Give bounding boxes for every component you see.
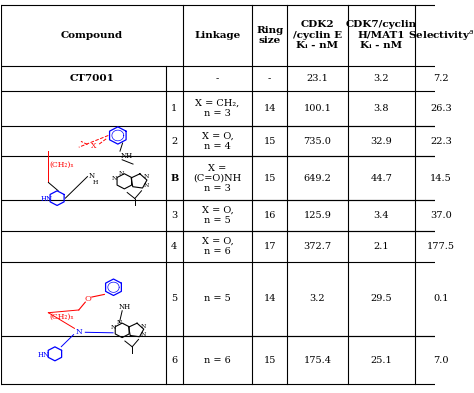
Text: 100.1: 100.1 bbox=[303, 104, 331, 113]
Text: N: N bbox=[144, 183, 149, 188]
Text: 735.0: 735.0 bbox=[303, 137, 331, 146]
Text: 5: 5 bbox=[171, 294, 177, 303]
Text: 22.3: 22.3 bbox=[430, 137, 452, 146]
Text: 25.1: 25.1 bbox=[371, 356, 392, 365]
Text: 23.1: 23.1 bbox=[307, 74, 328, 83]
Text: (CH₂)ₙ: (CH₂)ₙ bbox=[49, 161, 74, 169]
Text: 2: 2 bbox=[171, 137, 177, 146]
Text: 3.4: 3.4 bbox=[374, 211, 389, 220]
Text: 372.7: 372.7 bbox=[303, 242, 331, 251]
Text: X = O,
n = 6: X = O, n = 6 bbox=[202, 237, 234, 256]
Text: X = O,
n = 5: X = O, n = 5 bbox=[202, 206, 234, 226]
Text: Linkage: Linkage bbox=[194, 31, 241, 40]
Text: N: N bbox=[140, 332, 146, 337]
Text: 17: 17 bbox=[264, 242, 276, 251]
Text: NH: NH bbox=[118, 303, 130, 311]
Text: N: N bbox=[119, 171, 124, 176]
Text: X =
(C=O)NH
n = 3: X = (C=O)NH n = 3 bbox=[193, 163, 242, 193]
Text: 2.1: 2.1 bbox=[374, 242, 389, 251]
Text: NH: NH bbox=[120, 152, 133, 160]
Text: H: H bbox=[92, 180, 98, 185]
Text: (CH₂)ₙ: (CH₂)ₙ bbox=[49, 312, 74, 321]
Text: n = 5: n = 5 bbox=[204, 294, 231, 303]
Text: N: N bbox=[75, 328, 82, 336]
Text: -: - bbox=[268, 74, 271, 83]
Text: 7.2: 7.2 bbox=[433, 74, 449, 83]
Text: 7.0: 7.0 bbox=[433, 356, 449, 365]
Text: 177.5: 177.5 bbox=[427, 242, 455, 251]
Text: N: N bbox=[140, 324, 146, 329]
Text: B: B bbox=[170, 174, 178, 183]
Text: 649.2: 649.2 bbox=[303, 174, 331, 183]
Text: O: O bbox=[84, 295, 91, 303]
Text: 125.9: 125.9 bbox=[303, 211, 331, 220]
Text: X = O,
n = 4: X = O, n = 4 bbox=[202, 131, 234, 151]
Text: N: N bbox=[117, 320, 122, 325]
Text: 37.0: 37.0 bbox=[430, 211, 452, 220]
Text: 0.1: 0.1 bbox=[433, 294, 449, 303]
Text: 1: 1 bbox=[171, 104, 177, 113]
Text: 15: 15 bbox=[264, 174, 276, 183]
Text: CDK7/cyclin
H/MAT1
Kᵢ - nM: CDK7/cyclin H/MAT1 Kᵢ - nM bbox=[346, 20, 417, 50]
Text: X = CH₂,
n = 3: X = CH₂, n = 3 bbox=[195, 99, 240, 118]
Text: X: X bbox=[91, 142, 97, 150]
Text: 29.5: 29.5 bbox=[371, 294, 392, 303]
Text: 26.3: 26.3 bbox=[430, 104, 452, 113]
Text: 3.2: 3.2 bbox=[310, 294, 325, 303]
Text: HN: HN bbox=[40, 195, 52, 203]
Text: Selectivity$^a$: Selectivity$^a$ bbox=[408, 28, 474, 42]
Text: CDK2
/cyclin E
Kᵢ - nM: CDK2 /cyclin E Kᵢ - nM bbox=[293, 20, 342, 50]
Text: Ring
size: Ring size bbox=[256, 26, 283, 45]
Text: 175.4: 175.4 bbox=[303, 356, 331, 365]
Text: N: N bbox=[110, 325, 116, 331]
Text: HN: HN bbox=[38, 351, 50, 359]
Text: CT7001: CT7001 bbox=[69, 74, 114, 83]
Text: 14: 14 bbox=[264, 294, 276, 303]
Text: 3: 3 bbox=[171, 211, 177, 220]
Text: N: N bbox=[89, 172, 95, 180]
Text: 3.2: 3.2 bbox=[374, 74, 389, 83]
Text: 44.7: 44.7 bbox=[371, 174, 392, 183]
Text: 14: 14 bbox=[264, 104, 276, 113]
Text: n = 6: n = 6 bbox=[204, 356, 231, 365]
Text: N: N bbox=[112, 176, 118, 181]
Text: N: N bbox=[144, 174, 149, 180]
Text: 32.9: 32.9 bbox=[371, 137, 392, 146]
Text: 3.8: 3.8 bbox=[374, 104, 389, 113]
Text: 16: 16 bbox=[264, 211, 276, 220]
Text: 15: 15 bbox=[264, 137, 276, 146]
Text: 14.5: 14.5 bbox=[430, 174, 452, 183]
Text: 4: 4 bbox=[171, 242, 177, 251]
Text: 15: 15 bbox=[264, 356, 276, 365]
Text: Compound: Compound bbox=[61, 31, 123, 40]
Text: -: - bbox=[216, 74, 219, 83]
Text: 6: 6 bbox=[171, 356, 177, 365]
